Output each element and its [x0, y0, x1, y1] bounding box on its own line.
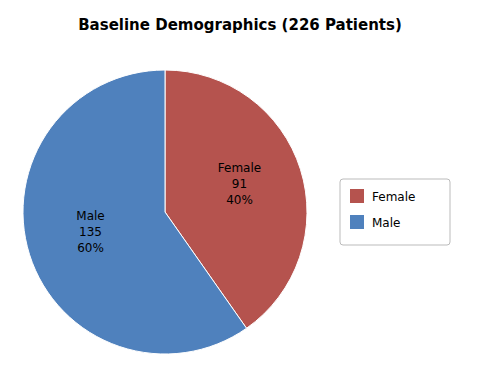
- slice-label: Male 135 60%: [76, 209, 104, 255]
- legend-swatch: [350, 189, 364, 203]
- chart-container: Baseline Demographics (226 Patients) Fema…: [0, 0, 480, 379]
- slice-label: Female 91 40%: [218, 161, 261, 207]
- legend-swatch: [350, 215, 364, 229]
- legend-label: Female: [372, 190, 415, 204]
- legend: Female Male: [340, 179, 450, 245]
- legend-label: Male: [372, 216, 400, 230]
- pie: [23, 70, 307, 354]
- slice-label-line: Male: [76, 209, 104, 223]
- slice-label-line: Female: [218, 161, 261, 175]
- pie-slice: [23, 70, 247, 354]
- legend-frame: [340, 179, 450, 245]
- data-labels: Female 91 40% Male 135 60%: [76, 161, 261, 254]
- chart: Baseline Demographics (226 Patients) Fema…: [0, 0, 480, 379]
- title: Baseline Demographics (226 Patients): [78, 16, 402, 34]
- slice-label-line: 135: [79, 225, 102, 239]
- slice-label-line: 40%: [226, 193, 253, 207]
- slice-label-line: 60%: [77, 241, 104, 255]
- slice-label-line: 91: [232, 177, 247, 191]
